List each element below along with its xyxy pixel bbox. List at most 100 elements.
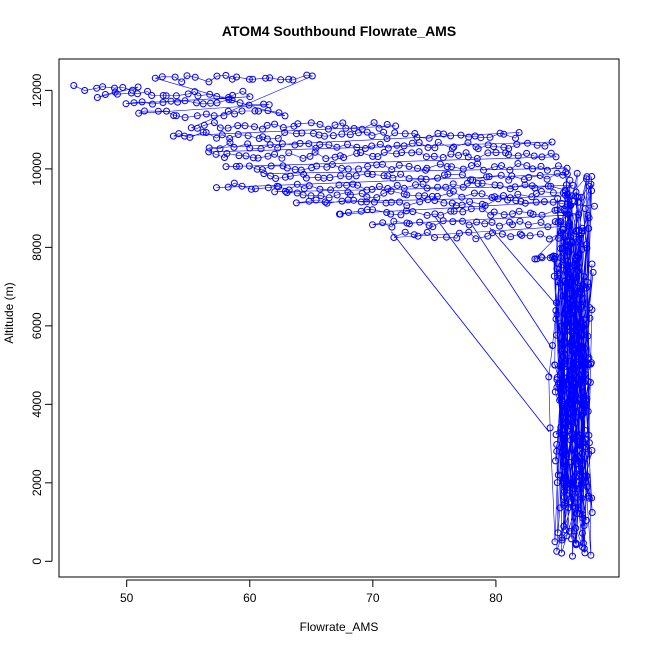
data-point bbox=[326, 174, 334, 182]
data-point bbox=[226, 135, 234, 142]
data-point bbox=[312, 196, 320, 204]
data-point bbox=[364, 162, 372, 170]
data-point bbox=[465, 221, 473, 229]
x-tick-label: 80 bbox=[489, 591, 503, 605]
data-point bbox=[262, 74, 270, 82]
data-point bbox=[474, 145, 482, 153]
data-point bbox=[536, 230, 544, 238]
data-point bbox=[290, 122, 298, 130]
data-point bbox=[560, 225, 568, 233]
data-point bbox=[562, 168, 570, 176]
data-point bbox=[393, 181, 401, 189]
data-point bbox=[93, 94, 101, 101]
data-point bbox=[193, 99, 200, 107]
data-point bbox=[568, 329, 576, 337]
data-point bbox=[556, 504, 564, 512]
data-point bbox=[235, 152, 243, 160]
data-point bbox=[271, 188, 279, 196]
data-point bbox=[558, 261, 566, 269]
data-point bbox=[412, 181, 419, 189]
data-point bbox=[357, 149, 365, 157]
data-point bbox=[558, 536, 566, 544]
data-point bbox=[448, 163, 455, 171]
data-point bbox=[233, 73, 241, 81]
data-point bbox=[81, 87, 89, 94]
data-point bbox=[331, 121, 339, 129]
data-point bbox=[575, 211, 583, 219]
data-point bbox=[496, 222, 503, 230]
data-point bbox=[507, 233, 515, 241]
data-point bbox=[343, 181, 351, 189]
data-point bbox=[151, 74, 159, 82]
data-point bbox=[578, 450, 586, 458]
data-point bbox=[281, 187, 289, 195]
data-point bbox=[463, 179, 471, 187]
data-point bbox=[500, 192, 507, 200]
data-point bbox=[447, 207, 455, 215]
data-point bbox=[300, 185, 308, 193]
data-point bbox=[370, 119, 378, 127]
data-point bbox=[576, 288, 584, 296]
data-point bbox=[434, 183, 442, 191]
data-point bbox=[478, 205, 486, 213]
data-point bbox=[585, 450, 592, 458]
data-point bbox=[223, 150, 231, 157]
data-point bbox=[582, 241, 590, 249]
data-point bbox=[239, 87, 247, 95]
data-point bbox=[416, 218, 424, 226]
data-point bbox=[281, 173, 289, 181]
data-point bbox=[514, 160, 522, 167]
data-point bbox=[558, 549, 566, 557]
data-point bbox=[393, 150, 400, 158]
data-point bbox=[464, 153, 472, 161]
data-point bbox=[363, 128, 371, 136]
data-point bbox=[569, 405, 577, 413]
data-point bbox=[496, 182, 504, 189]
data-point bbox=[566, 323, 574, 331]
data-point bbox=[548, 138, 556, 146]
data-point bbox=[563, 270, 571, 278]
data-point bbox=[274, 144, 282, 152]
data-point bbox=[316, 120, 324, 128]
data-point bbox=[390, 217, 398, 225]
data-point bbox=[581, 549, 589, 557]
data-point bbox=[586, 378, 594, 386]
data-point bbox=[415, 139, 423, 146]
data-point bbox=[498, 162, 505, 170]
data-point bbox=[439, 217, 447, 225]
data-point bbox=[379, 160, 386, 168]
data-point bbox=[579, 539, 587, 547]
data-point bbox=[523, 149, 531, 157]
data-point bbox=[423, 228, 431, 236]
series-connector-line bbox=[73, 74, 595, 557]
data-point bbox=[358, 125, 366, 133]
data-point bbox=[174, 98, 182, 106]
data-point bbox=[466, 198, 474, 206]
data-point bbox=[336, 210, 344, 218]
data-point bbox=[172, 112, 180, 120]
data-point bbox=[582, 396, 590, 404]
data-point bbox=[491, 193, 499, 201]
data-point bbox=[554, 529, 562, 537]
data-point bbox=[447, 132, 455, 140]
data-point bbox=[390, 234, 398, 241]
data-point bbox=[316, 185, 324, 193]
data-point bbox=[228, 75, 236, 83]
data-point bbox=[537, 162, 545, 170]
data-point bbox=[200, 121, 208, 129]
data-point bbox=[349, 180, 357, 188]
plot-frame bbox=[58, 58, 620, 578]
data-point bbox=[258, 166, 266, 174]
data-point bbox=[467, 205, 475, 213]
data-point bbox=[584, 332, 592, 340]
data-point bbox=[541, 142, 549, 150]
data-point bbox=[572, 540, 580, 548]
data-point bbox=[170, 112, 178, 119]
data-point bbox=[458, 193, 466, 201]
data-point bbox=[380, 189, 388, 197]
data-point bbox=[363, 206, 371, 214]
data-point bbox=[369, 221, 376, 229]
data-point bbox=[589, 268, 597, 276]
data-point bbox=[113, 90, 121, 98]
data-point bbox=[484, 232, 492, 240]
